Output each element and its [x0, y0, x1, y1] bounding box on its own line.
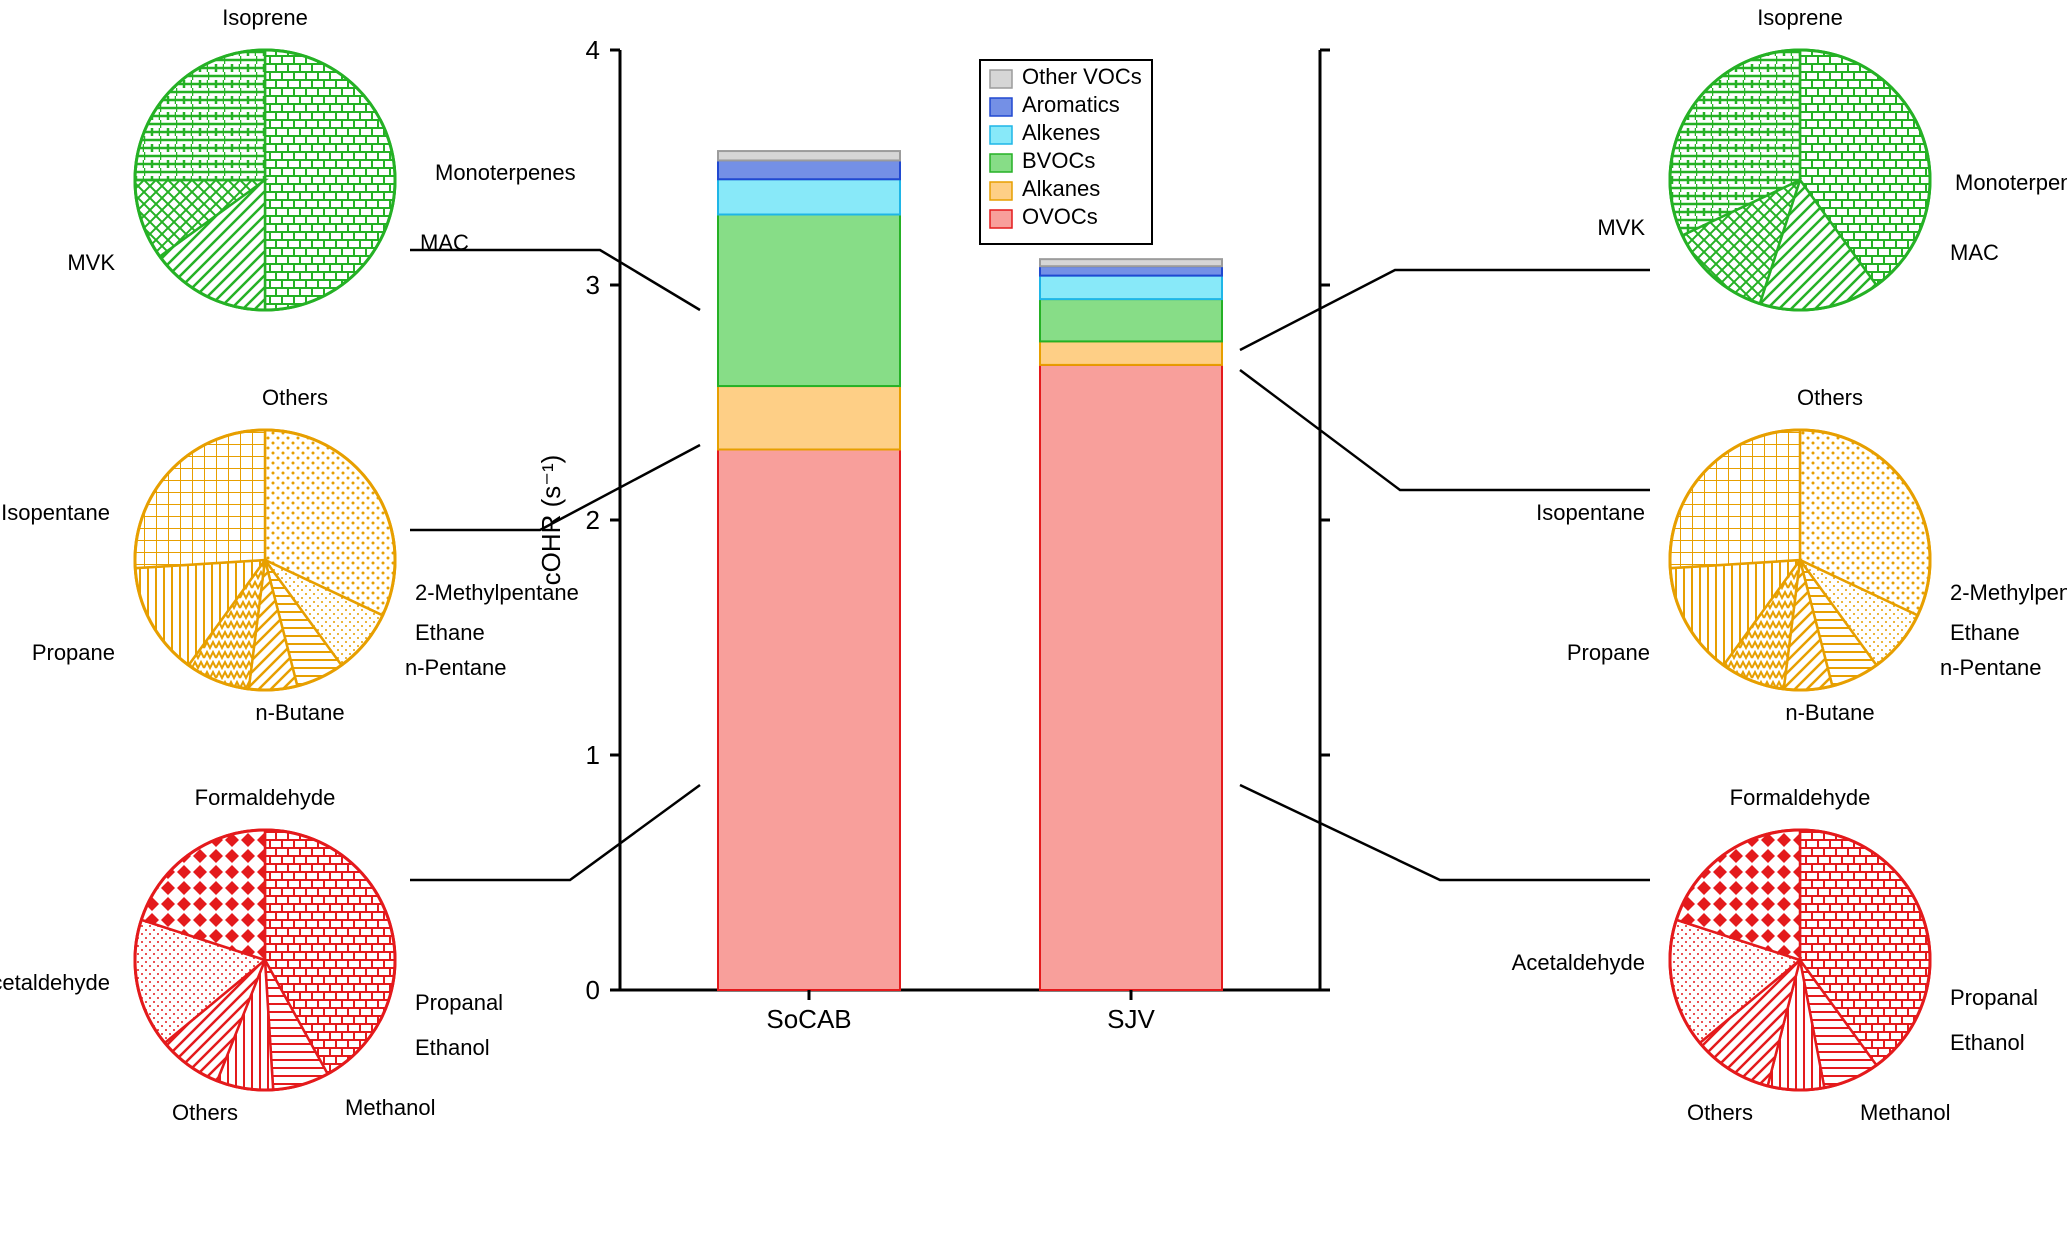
pie-slice-label: Isoprene — [222, 5, 308, 30]
pie-slice-label: MAC — [420, 230, 469, 255]
ytick-label: 4 — [586, 35, 600, 65]
pie-slice-label: Methanol — [345, 1095, 436, 1120]
bar-segment-aromatics — [718, 160, 900, 179]
leader-line — [410, 785, 700, 880]
legend-item-label: Alkanes — [1022, 176, 1100, 201]
pie-slice-label: Formaldehyde — [1730, 785, 1871, 810]
legend-item-label: OVOCs — [1022, 204, 1098, 229]
leader-line — [410, 250, 700, 310]
pie-slice-label: Others — [1687, 1100, 1753, 1125]
pie-slice-label: Methanol — [1860, 1100, 1951, 1125]
leader-line — [1240, 785, 1650, 880]
socab-ovocs-pie: Formaldehyde Propanal Ethanol Methanol Other… — [0, 785, 700, 1125]
pie-slice — [265, 50, 395, 310]
leader-line — [1240, 270, 1650, 350]
socab-alkanes-pie: Others 2-Methylpentane Ethane n-Pentane n-Bu… — [1, 385, 700, 725]
bar-segment-bvocs — [1040, 299, 1222, 341]
pie-slice-label: Isopentane — [1, 500, 110, 525]
ytick-label: 1 — [586, 740, 600, 770]
ytick-label: 2 — [586, 505, 600, 535]
pie-slice-label: n-Butane — [255, 700, 344, 725]
ytick-label: 3 — [586, 270, 600, 300]
pie-slice-label: 2-Methylpentane — [1950, 580, 2067, 605]
pie-slice-label: Others — [1797, 385, 1863, 410]
legend-swatch — [990, 98, 1012, 116]
y-axis-label: cOHR (s⁻¹) — [536, 455, 566, 586]
legend-swatch — [990, 182, 1012, 200]
pie-slice-label: MVK — [1597, 215, 1645, 240]
ytick-label: 0 — [586, 975, 600, 1005]
pie-slice-label: n-Pentane — [1940, 655, 2042, 680]
pie-slice-label: MAC — [1950, 240, 1999, 265]
pie-slice-label: Ethanol — [1950, 1030, 2025, 1055]
pie-slice-label: Propanal — [415, 990, 503, 1015]
bar-segment-other-vocs — [718, 151, 900, 160]
pie-slice-label: Propanal — [1950, 985, 2038, 1010]
pie-slice-label: Isoprene — [1757, 5, 1843, 30]
bar-segment-other-vocs — [1040, 259, 1222, 266]
legend-swatch — [990, 210, 1012, 228]
bar-segment-alkanes — [718, 386, 900, 449]
sjv-bvocs-pie: Isoprene Monoterpenes MAC MVK — [1240, 5, 2067, 350]
pie-slice-label: n-Pentane — [405, 655, 507, 680]
pie-slice-label: Propane — [1567, 640, 1650, 665]
legend-swatch — [990, 126, 1012, 144]
pie-slice-label: Ethane — [1950, 620, 2020, 645]
bar-segment-bvocs — [718, 215, 900, 387]
bar-segment-ovocs — [718, 450, 900, 991]
pie-slice-label: Others — [172, 1100, 238, 1125]
category-label: SJV — [1107, 1004, 1155, 1034]
pie-slice-label: Ethanol — [415, 1035, 490, 1060]
pie-slice-label: Isopentane — [1536, 500, 1645, 525]
pie-slice-label: MVK — [67, 250, 115, 275]
bar-segment-aromatics — [1040, 266, 1222, 275]
legend-item-label: Alkenes — [1022, 120, 1100, 145]
socab-bvocs-pie: Isoprene Monoterpenes MAC MVK — [67, 5, 700, 310]
pie-slice-label: Acetaldehyde — [0, 970, 110, 995]
legend-item-label: Aromatics — [1022, 92, 1120, 117]
pie-slice-label: Monoterpenes — [1955, 170, 2067, 195]
bar-segment-ovocs — [1040, 365, 1222, 990]
sjv-alkanes-pie: Others 2-Methylpentane Ethane n-Pentane n-Bu… — [1240, 370, 2067, 725]
legend-item-label: BVOCs — [1022, 148, 1095, 173]
pie-slice-label: Acetaldehyde — [1512, 950, 1645, 975]
leader-line — [1240, 370, 1650, 490]
pie-slice-label: Monoterpenes — [435, 160, 576, 185]
bar-segment-alkenes — [718, 179, 900, 214]
bar-segment-alkenes — [1040, 276, 1222, 300]
bar-segment-alkanes — [1040, 341, 1222, 365]
pie-slice-label: Ethane — [415, 620, 485, 645]
pie-slice — [135, 50, 265, 180]
legend: Other VOCs Aromatics Alkenes BVOCs Alkanes OV… — [980, 60, 1152, 244]
pie-slice-label: n-Butane — [1785, 700, 1874, 725]
sjv-ovocs-pie: Formaldehyde Propanal Ethanol Methanol Other… — [1240, 785, 2038, 1125]
category-label: SoCAB — [766, 1004, 851, 1034]
legend-swatch — [990, 70, 1012, 88]
pie-slice — [135, 430, 265, 568]
legend-swatch — [990, 154, 1012, 172]
pie-slice-label: 2-Methylpentane — [415, 580, 579, 605]
bar-chart: 0 1 2 3 4 cOHR (s⁻¹) SoCAB SJV — [536, 35, 1330, 1034]
legend-item-label: Other VOCs — [1022, 64, 1142, 89]
figure: 0 1 2 3 4 cOHR (s⁻¹) SoCAB SJV Other VOCs Aromati… — [0, 0, 2067, 1256]
pie-slice-label: Propane — [32, 640, 115, 665]
pie-slice-label: Formaldehyde — [195, 785, 336, 810]
pie-slice — [1670, 430, 1800, 568]
pie-slice-label: Others — [262, 385, 328, 410]
